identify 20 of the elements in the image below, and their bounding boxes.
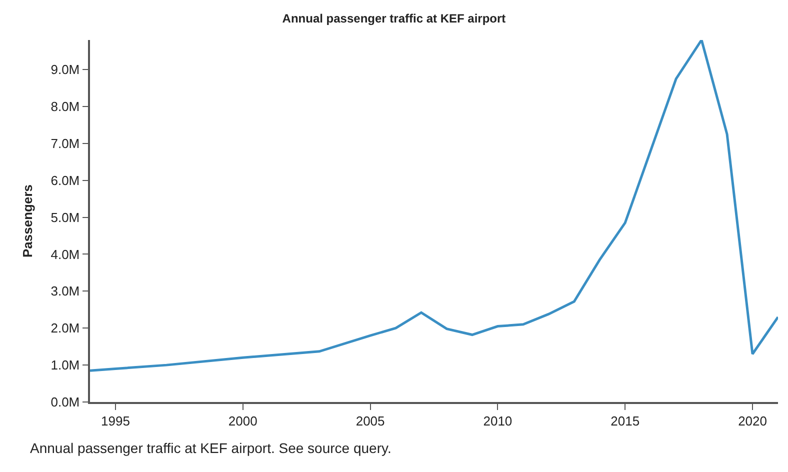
x-tick-label: 2010 bbox=[483, 413, 512, 428]
x-tick-label: 1995 bbox=[101, 413, 130, 428]
x-tick-label: 2015 bbox=[610, 413, 640, 428]
y-tick-label: 3.0M bbox=[50, 284, 80, 299]
x-tick-label: 2000 bbox=[228, 413, 258, 428]
y-axis-title: Passengers bbox=[20, 184, 36, 258]
y-tick-label: 6.0M bbox=[50, 172, 80, 188]
y-tick-label: 2.0M bbox=[50, 320, 80, 336]
line-series bbox=[90, 40, 778, 372]
x-tick-label: 2005 bbox=[356, 413, 385, 428]
y-tick-label: 7.0M bbox=[50, 136, 80, 151]
y-tick-label: 4.0M bbox=[50, 246, 80, 262]
y-tick-label: 1.0M bbox=[50, 358, 80, 373]
text: Annual passenger traffic at KEF airport. See source query. bbox=[30, 440, 392, 456]
y-tick-label: 9.0M bbox=[50, 62, 80, 78]
x-tick-label: 2020 bbox=[738, 413, 767, 428]
y-tick-label: 8.0M bbox=[50, 99, 80, 114]
chart-title: Annual passenger traffic at KEF airport bbox=[282, 12, 506, 26]
y-tick-label: 0.0M bbox=[50, 394, 80, 410]
y-tick-label: 5.0M bbox=[50, 210, 80, 225]
